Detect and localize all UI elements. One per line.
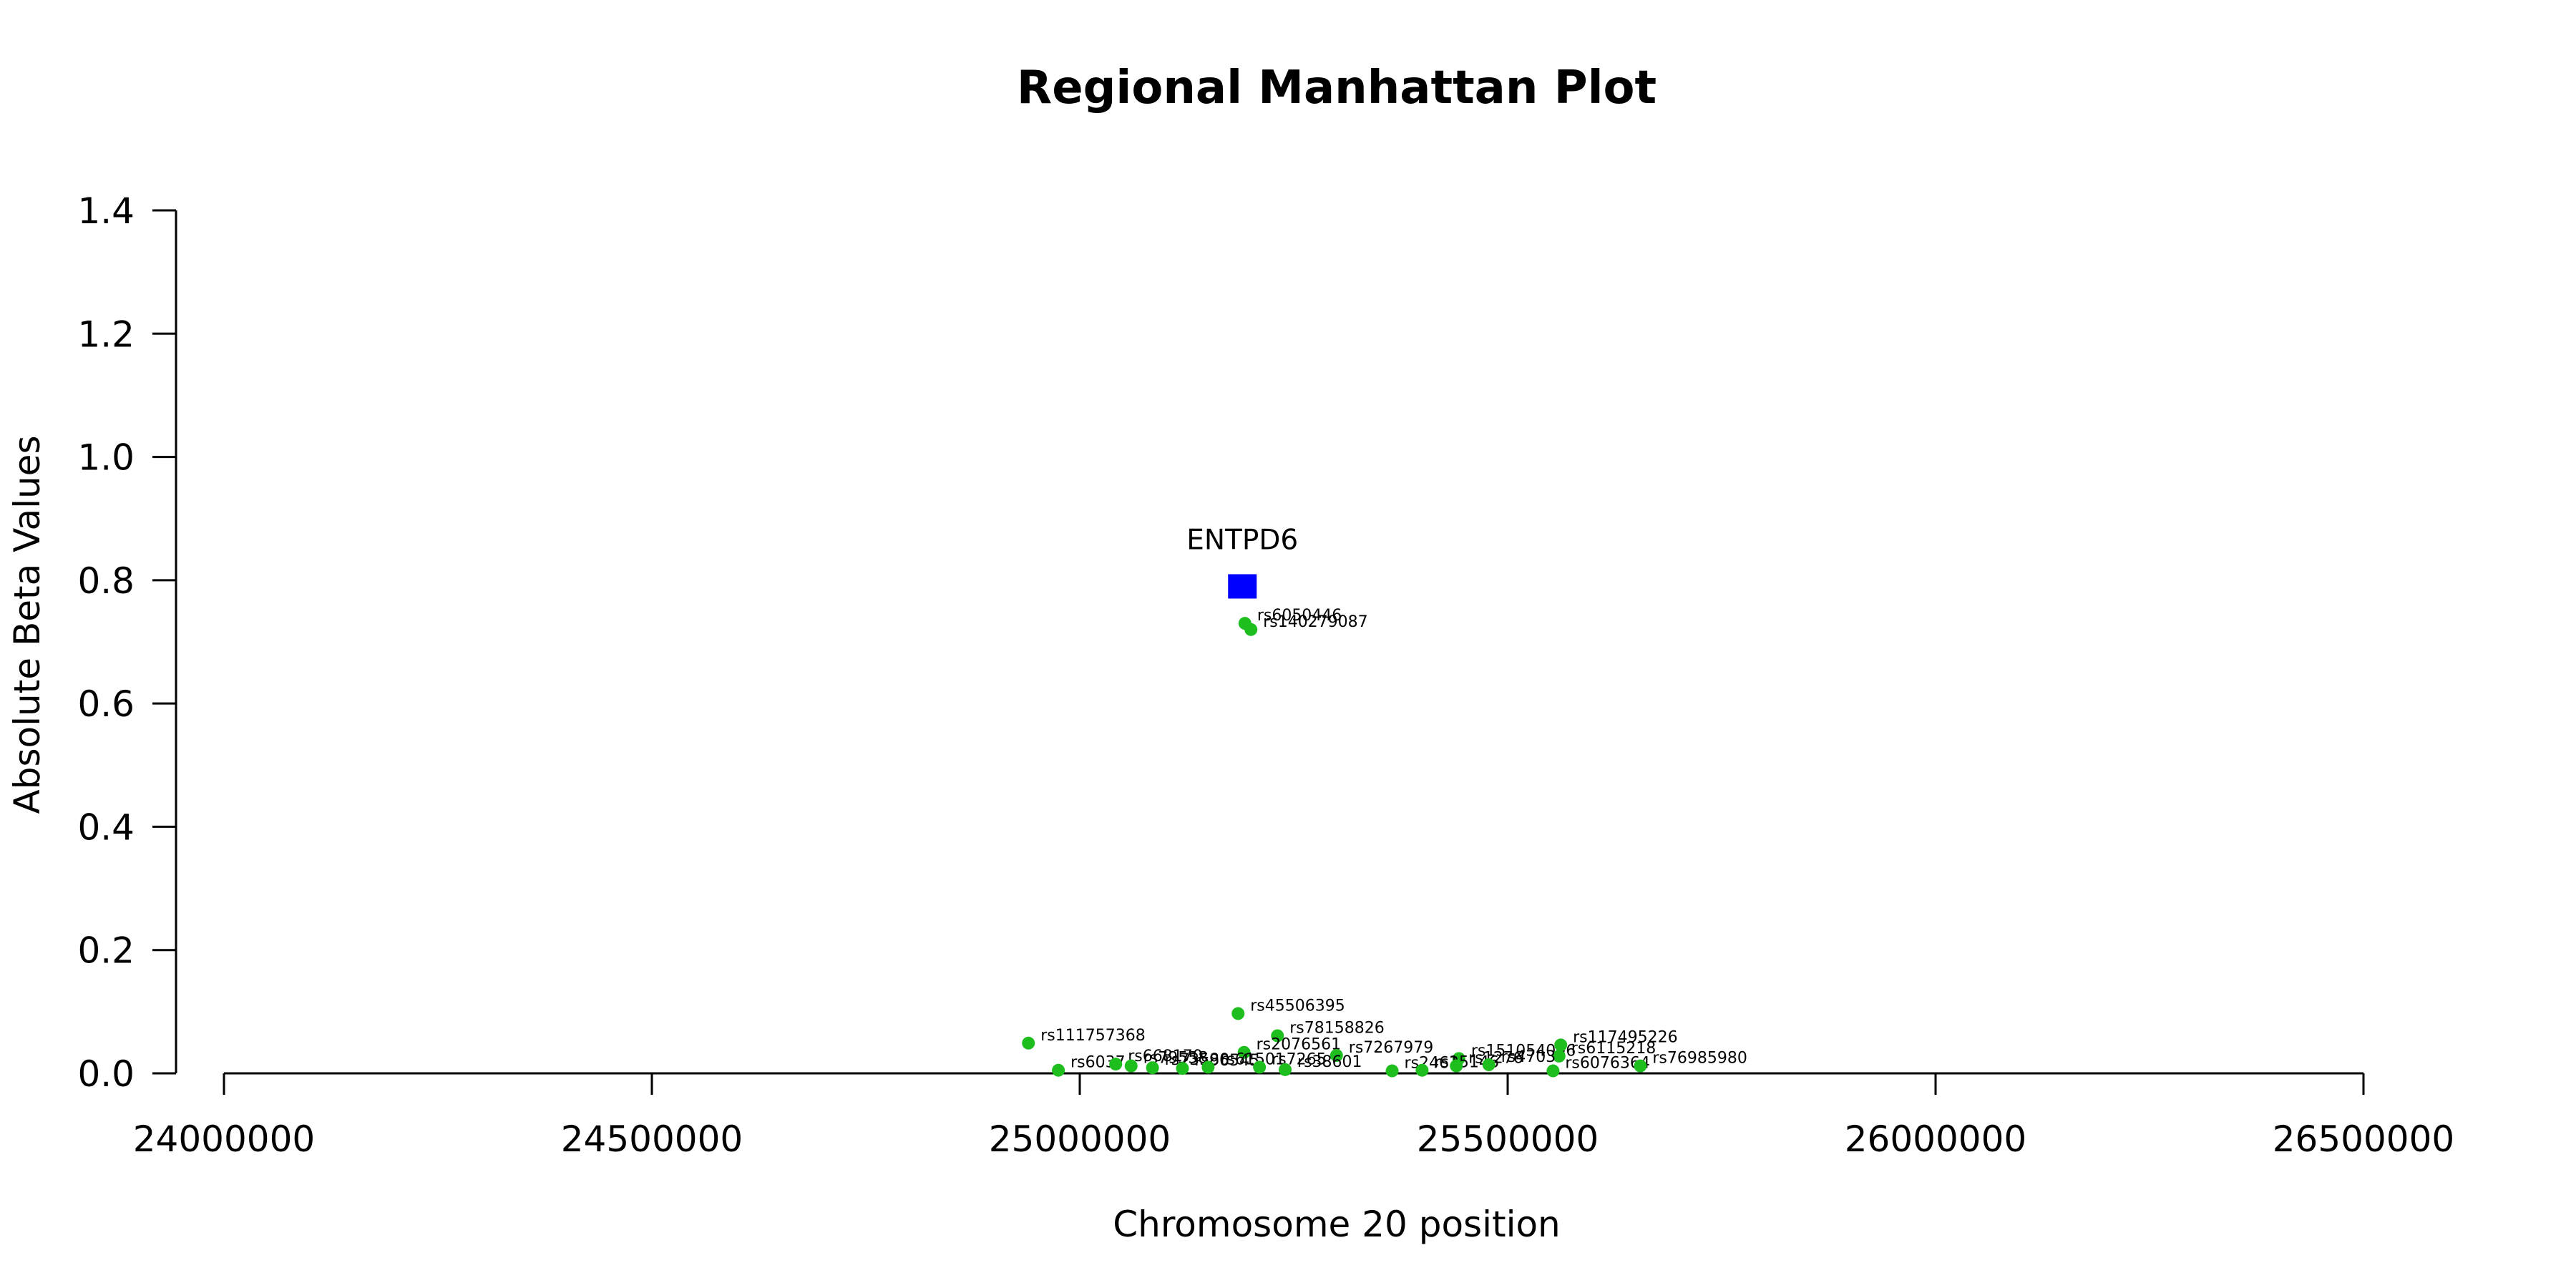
x-tick-label: 24500000 — [561, 1118, 743, 1160]
x-tick-label: 24000000 — [133, 1118, 316, 1160]
gene-marker-group: ENTPD6 — [1186, 524, 1298, 599]
snp-point — [1634, 1059, 1647, 1073]
snp-label: rs61501 — [1220, 1050, 1285, 1068]
snp-point — [1554, 1038, 1568, 1052]
y-tick-label: 0.0 — [77, 1053, 135, 1095]
snp-point — [1109, 1058, 1123, 1071]
snp-label: rs6115218 — [1571, 1040, 1657, 1058]
snp-label: rs76985980 — [1652, 1050, 1747, 1068]
y-tick-label: 0.6 — [77, 683, 135, 725]
snp-point — [1146, 1061, 1159, 1075]
snp-point — [1022, 1036, 1035, 1050]
snp-point — [1253, 1060, 1267, 1074]
snp-label: rs45506395 — [1250, 997, 1345, 1015]
snp-point — [1237, 1045, 1251, 1059]
snp-label: rs2076561 — [1257, 1036, 1342, 1054]
snp-point — [1244, 623, 1258, 636]
snp-point — [1201, 1060, 1215, 1074]
snp-label: rs6050446 — [1257, 607, 1342, 625]
gene-label: ENTPD6 — [1186, 524, 1298, 556]
snp-point — [1271, 1029, 1284, 1043]
snp-label: rs111757368 — [1040, 1027, 1145, 1045]
y-tick-label: 0.4 — [77, 806, 135, 848]
y-tick-label: 1.0 — [77, 437, 135, 479]
gene-marker — [1228, 574, 1257, 599]
snp-point — [1124, 1059, 1138, 1073]
x-tick-label: 25500000 — [1417, 1118, 1599, 1160]
snp-point — [1552, 1049, 1566, 1063]
snp-point — [1330, 1049, 1343, 1063]
y-axis-ticks: 0.0 0.2 0.4 0.6 0.8 1.0 1.2 1.4 — [77, 190, 176, 1095]
snp-label: rs4703 — [1501, 1048, 1556, 1066]
x-tick-label: 26500000 — [2273, 1118, 2455, 1160]
snp-point — [1415, 1063, 1429, 1077]
y-axis-label: Absolute Beta Values — [6, 436, 48, 814]
snp-point — [1546, 1064, 1560, 1078]
x-tick-label: 25000000 — [989, 1118, 1171, 1160]
snp-point — [1052, 1063, 1065, 1077]
snp-point — [1385, 1064, 1399, 1078]
snp-label: rs38601 — [1297, 1053, 1362, 1071]
y-tick-label: 0.8 — [77, 560, 135, 602]
y-tick-label: 0.2 — [77, 930, 135, 972]
snp-label: rs668170 — [1128, 1048, 1203, 1065]
snp-label: rs7267979 — [1349, 1039, 1434, 1057]
snp-label: rs117495226 — [1573, 1028, 1677, 1046]
snp-point — [1279, 1063, 1292, 1076]
snp-point — [1176, 1062, 1189, 1075]
y-tick-label: 1.2 — [77, 313, 135, 355]
snp-label: rs1276 — [1468, 1050, 1523, 1068]
x-axis-label: Chromosome 20 position — [1113, 1204, 1561, 1245]
snp-point — [1450, 1059, 1463, 1073]
y-tick-label: 1.4 — [77, 190, 135, 232]
snp-label: rs2463 — [1405, 1055, 1460, 1073]
chart-title: Regional Manhattan Plot — [1017, 62, 1657, 114]
snp-label: rs73580 — [1165, 1051, 1230, 1069]
snp-label: rs78158826 — [1289, 1019, 1384, 1037]
snp-point — [1231, 1007, 1245, 1020]
snp-point — [1482, 1058, 1496, 1071]
x-axis-ticks: 24000000 24500000 25000000 25500000 26000000… — [133, 1073, 2455, 1160]
snp-label: rs140279087 — [1263, 613, 1367, 631]
x-tick-label: 26000000 — [1845, 1118, 2027, 1160]
